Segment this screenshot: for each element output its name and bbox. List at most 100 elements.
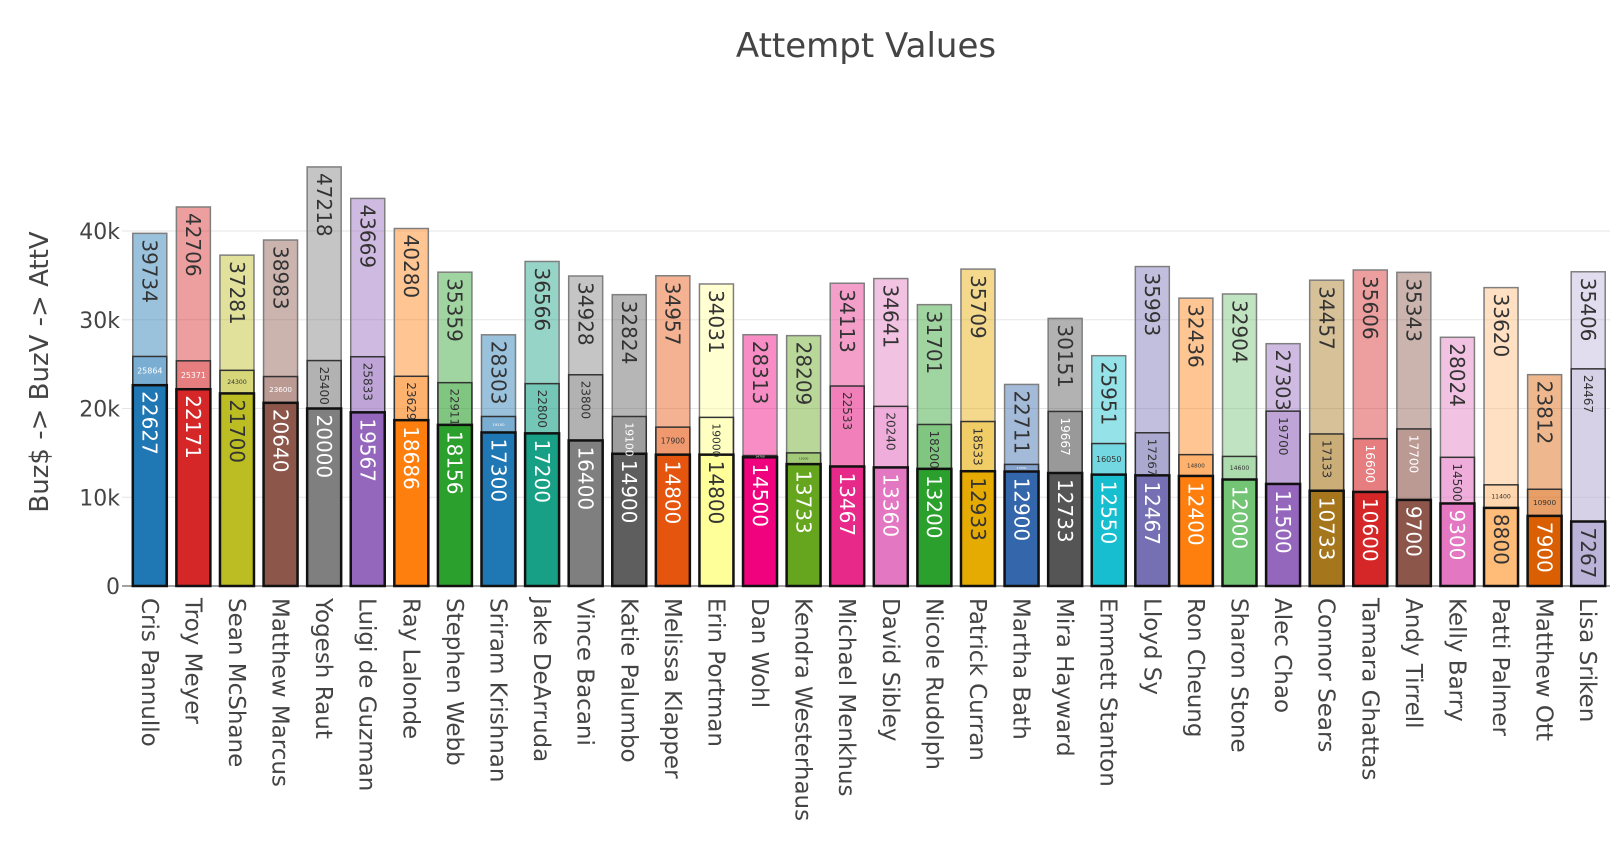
data-label: 19567 (356, 418, 380, 482)
bar-segment (1440, 503, 1475, 586)
data-label: 8800 (1489, 514, 1513, 565)
x-tick-label: Troy Meyer (179, 597, 205, 724)
x-tick-label: Patrick Curran (964, 598, 990, 761)
x-tick-label: Mira Hayward (1051, 598, 1077, 757)
bar-segment (1527, 515, 1562, 586)
data-label: 23812 (1532, 381, 1556, 445)
bar-outline (1221, 478, 1258, 588)
bar-outline (1003, 470, 1040, 588)
y-tick-label: 40k (79, 220, 120, 245)
data-label: 25951 (1097, 362, 1121, 426)
data-label: 47218 (312, 173, 336, 237)
bar-segment (132, 356, 167, 386)
data-label: 43669 (356, 204, 380, 268)
bar-segment (568, 374, 603, 441)
y-axis-label: Buz$ -> BuzV -> AttV (25, 231, 55, 512)
bar-segment (1353, 269, 1388, 439)
data-label: 12400 (1184, 482, 1208, 546)
data-label: 35359 (443, 278, 467, 342)
bar-outline (1308, 489, 1345, 588)
data-label: 19100 (622, 422, 635, 456)
data-label: 17133 (1319, 440, 1333, 478)
data-label: 13200 (922, 475, 946, 539)
bar-outline (567, 439, 604, 588)
data-label: 42706 (181, 213, 205, 277)
data-label: 35606 (1358, 276, 1382, 340)
data-label: 19000 (710, 423, 723, 457)
x-tick-label: Sean McShane (223, 598, 249, 767)
bar-outline (523, 432, 561, 588)
bar-segment (132, 233, 167, 357)
bar-segment (1178, 475, 1213, 586)
data-label: 13467 (835, 472, 859, 536)
bar-segment (699, 283, 734, 418)
bar-segment (263, 240, 298, 377)
data-label: 11500 (1271, 490, 1295, 554)
bar-outline (1395, 498, 1433, 588)
x-tick-label: Tamara Ghattas (1356, 597, 1382, 780)
bar-outline (131, 383, 169, 588)
data-labels: 39734 25864 22627 42706 25371 22171 37281 24300… (137, 173, 1600, 578)
bar-outline (1046, 471, 1084, 588)
bar-segment (1266, 411, 1301, 484)
bar-outline (1482, 506, 1520, 588)
bar-segment (1091, 474, 1126, 586)
data-label: 20000 (312, 415, 336, 479)
data-label: 32824 (617, 301, 641, 365)
x-tick-label: Lisa Sriken (1574, 598, 1600, 722)
data-label: 34031 (704, 290, 728, 354)
data-label: 22171 (181, 395, 205, 459)
bar-segment (350, 356, 385, 413)
data-label: 10900 (1533, 498, 1557, 507)
data-label: 17267 (1145, 439, 1159, 477)
bar-segment (394, 228, 429, 377)
bar-outline (480, 431, 517, 588)
data-label: 17300 (486, 438, 510, 502)
bar-segment (525, 383, 560, 434)
bar-segment (960, 471, 995, 586)
data-label: 15000 (799, 457, 809, 461)
data-label: 28303 (486, 341, 510, 405)
data-label: 10733 (1314, 497, 1338, 561)
data-label: 31701 (922, 311, 946, 375)
data-label: 40280 (399, 235, 423, 299)
data-label: 7267 (1576, 528, 1600, 579)
data-label: 17200 (530, 439, 554, 503)
bars (131, 166, 1607, 588)
bar-outline (916, 467, 953, 588)
bar-segment (1571, 271, 1606, 369)
bar-segment (873, 467, 908, 586)
data-label: 19700 (1276, 417, 1290, 455)
data-label: 37281 (225, 261, 249, 325)
data-label: 22800 (535, 390, 549, 428)
data-label: 24467 (1581, 375, 1595, 413)
bar-segment (1048, 318, 1083, 412)
bar-segment (176, 389, 211, 586)
data-label: 16400 (573, 446, 597, 510)
x-tick-label: Kendra Westerhaus (790, 598, 816, 821)
x-tick-label: Lloyd Sy (1138, 598, 1164, 695)
data-label: 14500 (748, 463, 772, 527)
bar-outline (349, 411, 386, 588)
bar-segment (655, 454, 690, 586)
data-label: 33620 (1489, 294, 1513, 358)
bar-outline (1439, 502, 1476, 588)
data-label: 16600 (1363, 445, 1377, 483)
bar-segment (1178, 454, 1213, 476)
bar-outline (611, 452, 648, 588)
data-label: 28024 (1445, 343, 1469, 407)
bar-segment (960, 269, 995, 422)
data-label: 35709 (966, 275, 990, 339)
x-tick-label: David Sibley (877, 598, 903, 741)
bar-outline (959, 469, 997, 588)
bar-segment (525, 261, 560, 384)
data-label: 25371 (181, 371, 206, 380)
bar-segment (786, 464, 821, 586)
bar-outline (1264, 482, 1302, 588)
bar-segment (873, 406, 908, 468)
bar-outline (741, 456, 779, 588)
bar-segment (1527, 489, 1562, 516)
bar-segment (481, 334, 516, 417)
bar-segment (917, 424, 952, 469)
